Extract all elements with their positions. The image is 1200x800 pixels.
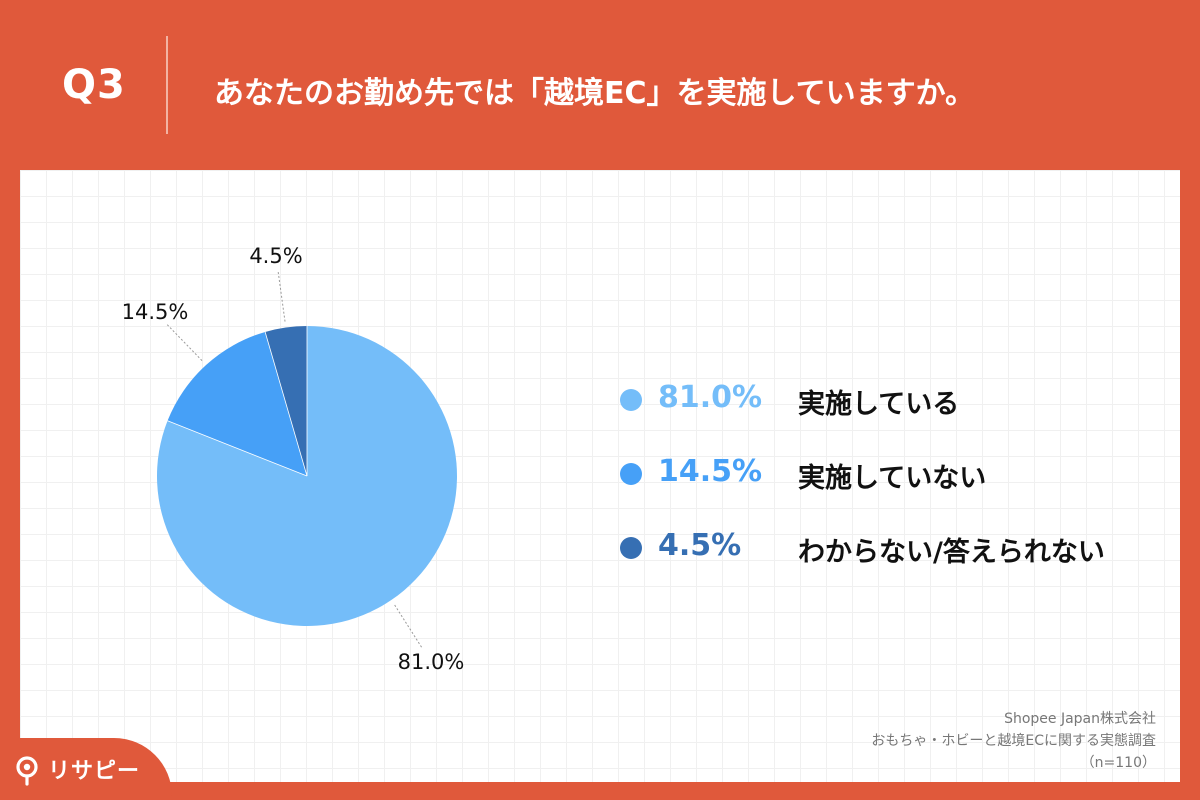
legend-dot	[620, 463, 642, 485]
question-text: あなたのお勤め先では「越境EC」を実施していますか。	[214, 76, 976, 111]
magnifier-icon	[16, 756, 38, 786]
brand-logo-text: リサピー	[48, 759, 141, 784]
header: Q3 あなたのお勤め先では「越境EC」を実施していますか。	[0, 0, 1200, 170]
slice-value-label: 81.0%	[397, 650, 465, 674]
legend-label: わからない/答えられない	[798, 537, 1105, 568]
chart-panel: 81.0% 14.5% 4.5% 81.0% 実施している 14.5% 実施していな…	[20, 170, 1180, 782]
source-sample: （n=110）	[1080, 755, 1156, 771]
slice-separator	[167, 420, 308, 477]
slice-separator	[264, 331, 308, 477]
source-company: Shopee Japan株式会社	[1004, 711, 1156, 727]
legend-percent: 14.5%	[658, 454, 763, 489]
header-divider	[166, 36, 168, 134]
pie-slice	[265, 326, 307, 476]
legend-dot	[620, 389, 642, 411]
brand-logo: リサピー	[0, 738, 172, 800]
legend-label: 実施している	[798, 389, 960, 420]
question-number: Q3	[62, 62, 126, 108]
legend-percent: 81.0%	[658, 380, 763, 415]
slice-value-label: 4.5%	[249, 244, 303, 268]
slice-value-label: 14.5%	[121, 300, 189, 324]
source-note: Shopee Japan株式会社 おもちゃ・ホビーと越境ECに関する実態調査 （…	[871, 708, 1156, 774]
pie-chart	[157, 271, 457, 649]
leader-line	[165, 323, 203, 361]
leader-line	[394, 604, 423, 649]
source-survey: おもちゃ・ホビーと越境ECに関する実態調査	[871, 733, 1156, 749]
leader-line	[277, 271, 286, 322]
legend-percent: 4.5%	[658, 528, 742, 563]
legend-label: 実施していない	[798, 463, 987, 494]
legend-dot	[620, 537, 642, 559]
pie-slice	[167, 331, 307, 476]
